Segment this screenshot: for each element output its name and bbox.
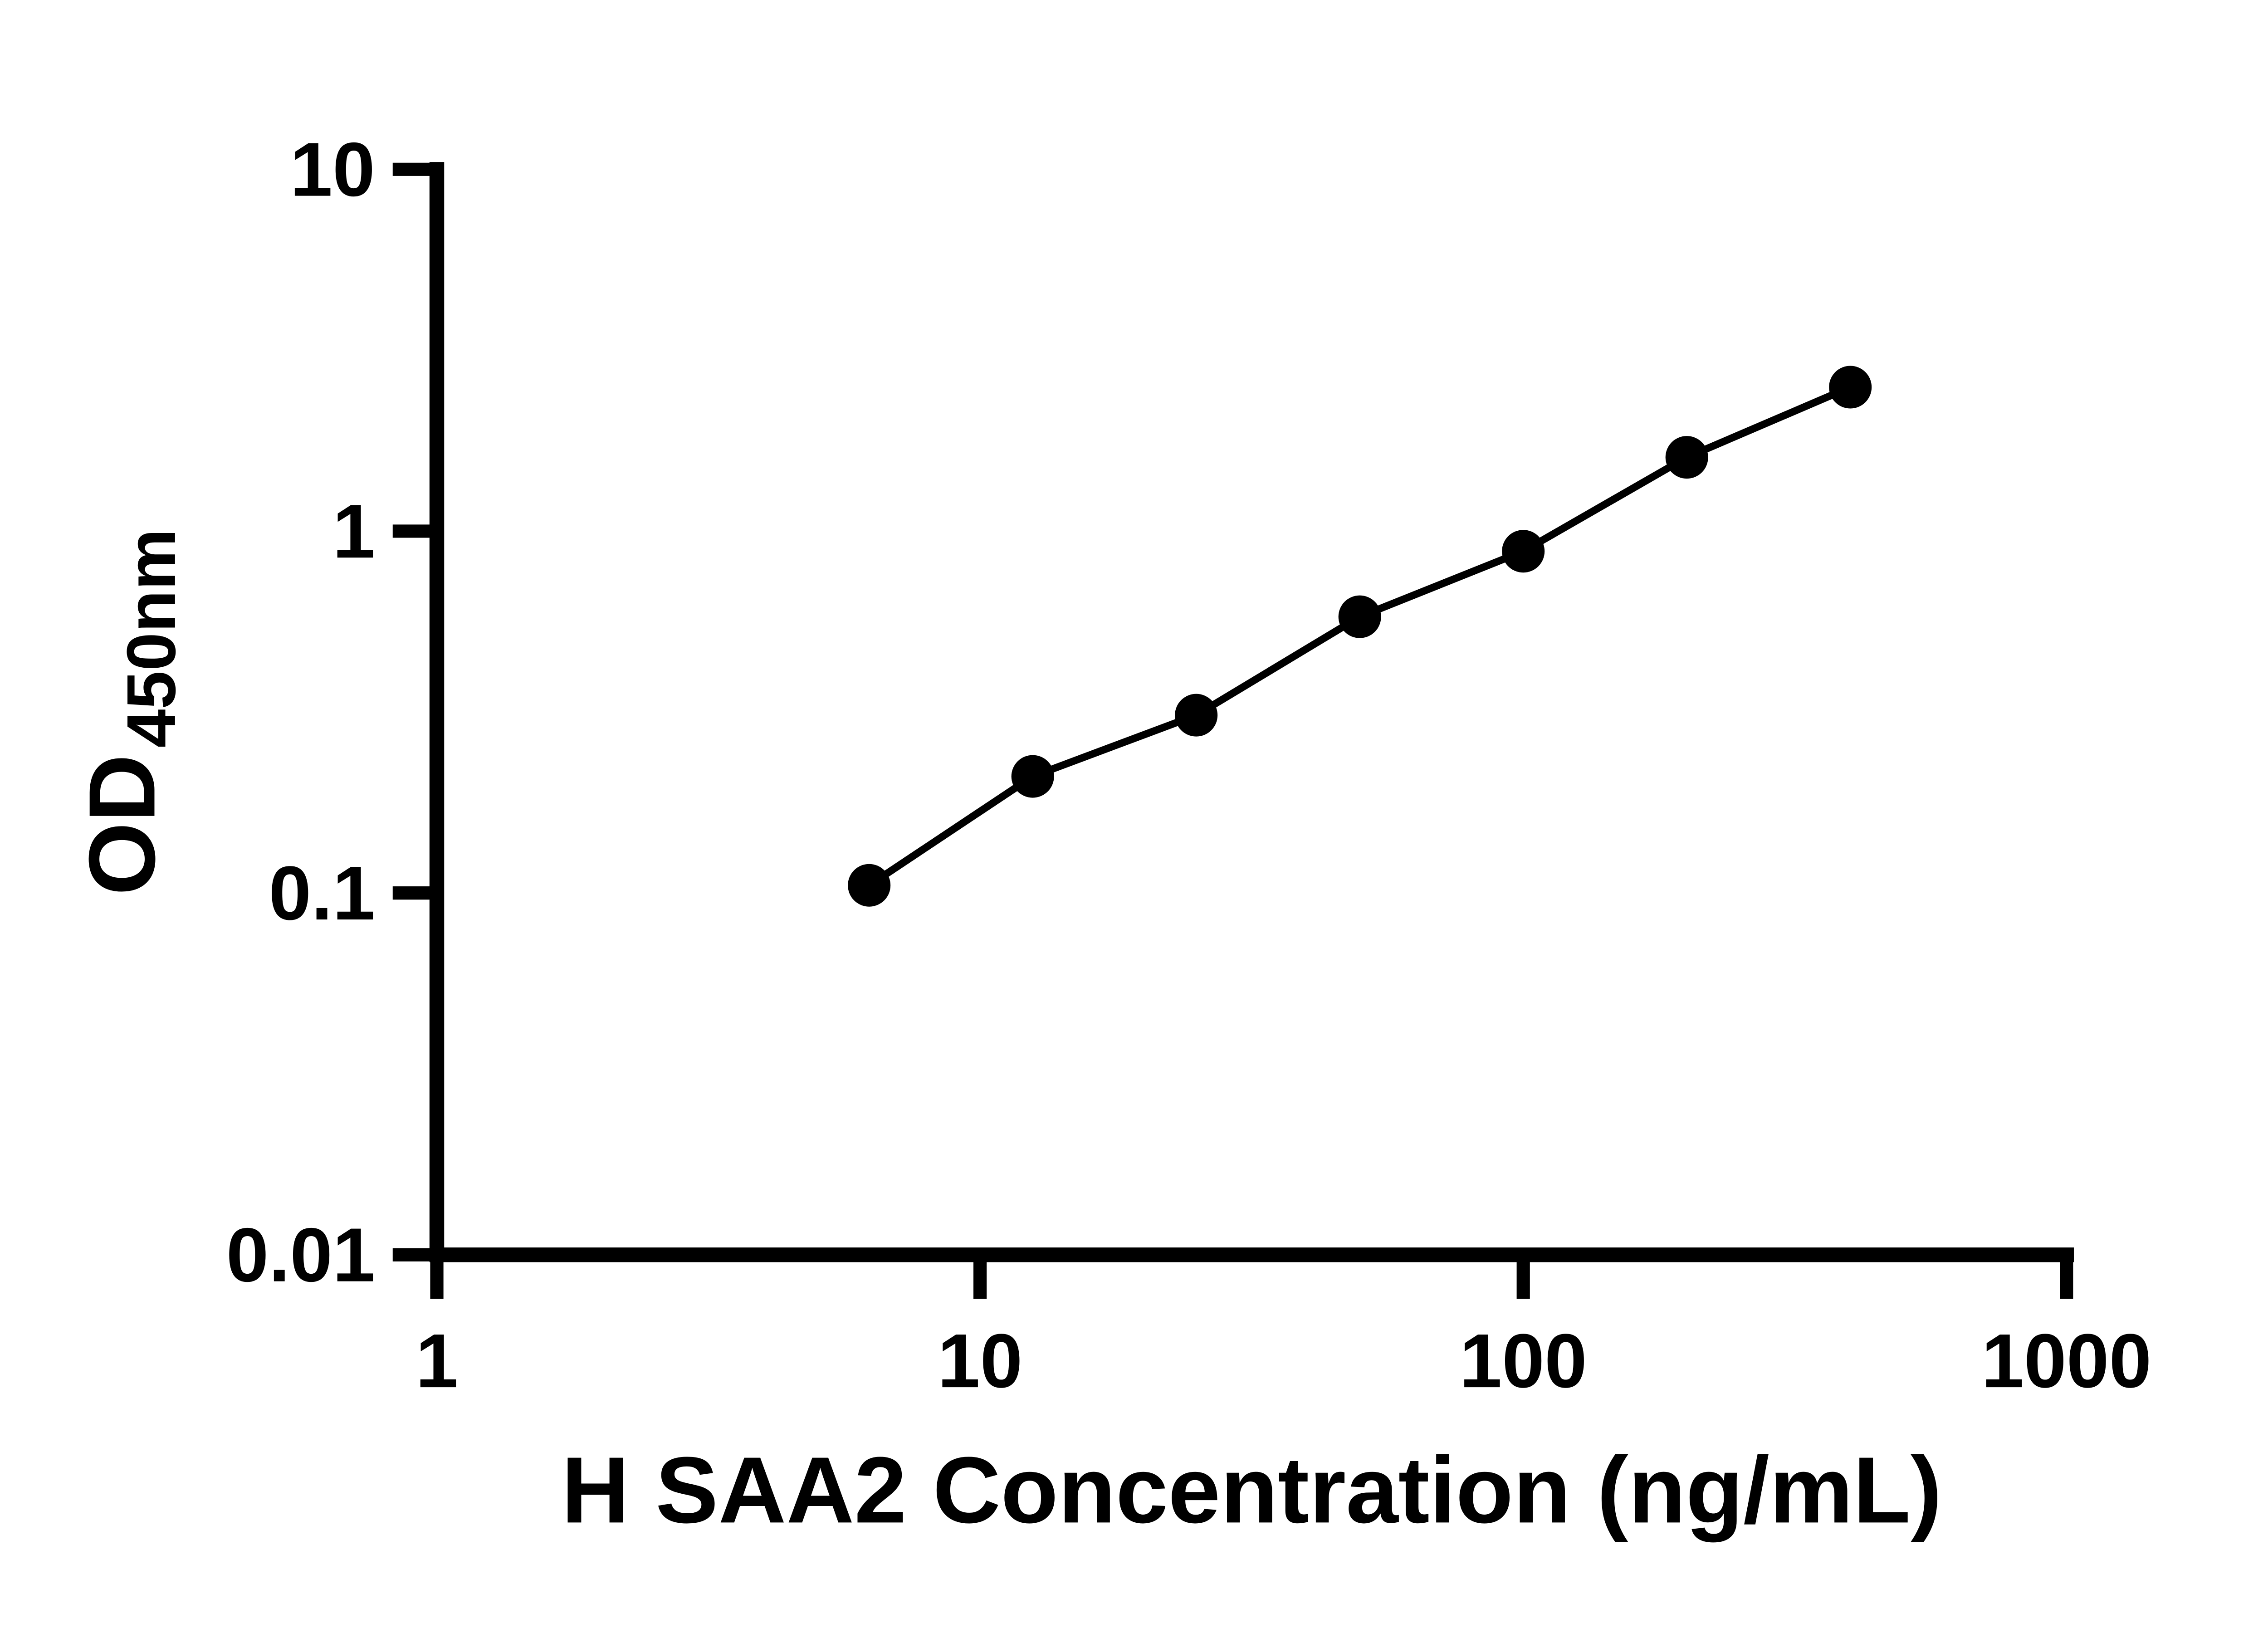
y-axis-tick-label: 0.01 [226,1212,375,1298]
y-axis-tick-label: 1 [332,488,375,574]
data-point [1665,436,1708,479]
x-axis-tick-label: 100 [1460,1318,1587,1403]
y-axis-tick-label: 0.1 [269,850,375,936]
data-point [848,864,891,907]
data-point [1175,694,1218,737]
axes: 1 10 100 1000 0.01 0.1 1 10 [226,127,2152,1403]
y-axis-title-main: OD [69,754,174,895]
data-point [1011,755,1054,798]
data-series [848,366,1872,907]
data-point [1502,530,1545,573]
data-point [1829,366,1872,409]
x-axis-title: H SAA2 Concentration (ng/mL) [562,1437,1942,1542]
data-point [1338,595,1381,638]
x-axis-tick-label: 1 [415,1318,458,1403]
y-axis-tick-label: 10 [290,127,375,212]
y-axis-title: OD 450nm [69,529,190,895]
x-axis-tick-label: 10 [938,1318,1023,1403]
axis-spine [429,162,2074,1262]
x-axis-tick-label: 1000 [1981,1318,2151,1403]
y-axis-title-subscript: 450nm [113,529,190,748]
